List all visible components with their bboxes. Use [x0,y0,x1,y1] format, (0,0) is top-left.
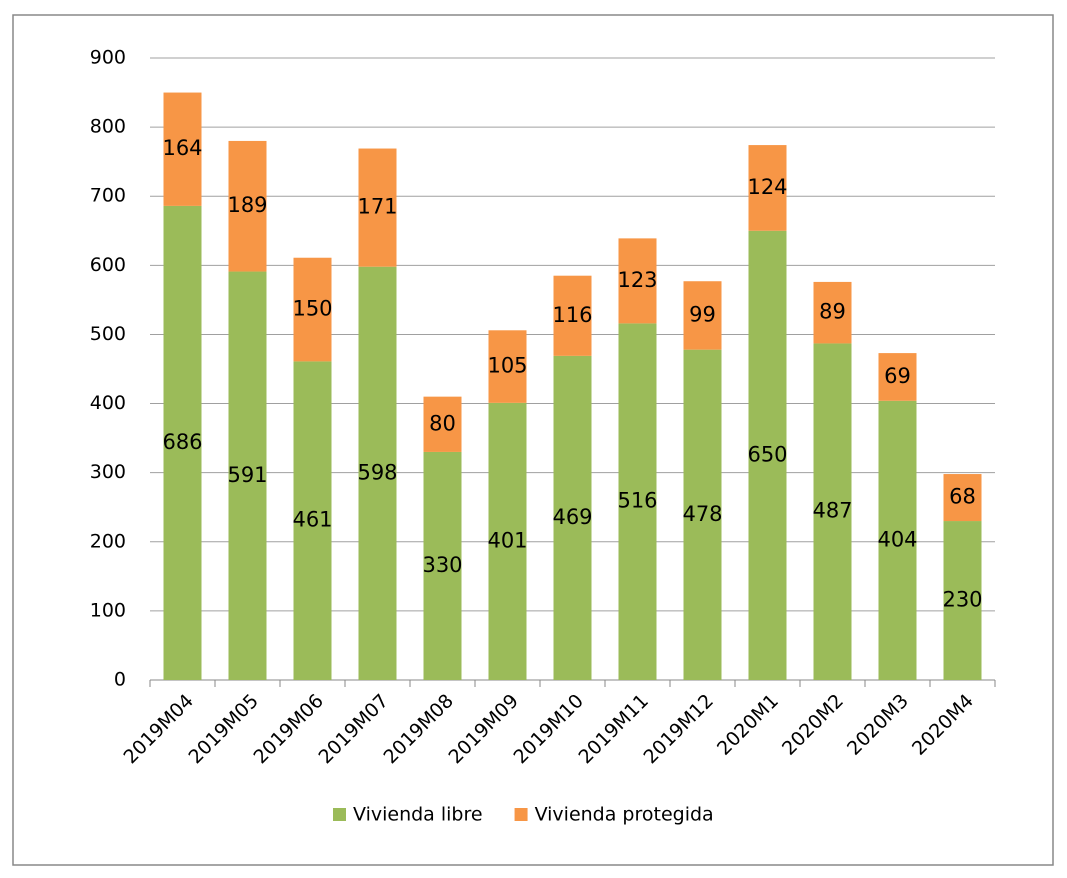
data-label: 68 [949,485,976,509]
data-label: 686 [162,430,202,454]
data-label: 516 [617,489,657,513]
data-label: 461 [292,508,332,532]
bar-segment [683,349,722,680]
y-tick-label: 200 [90,530,126,552]
y-tick-label: 300 [90,461,126,483]
bar-segment [878,353,917,401]
bar-segment [878,400,917,680]
bar-segment [748,145,787,231]
bar-segment [488,402,527,680]
bar-segment [228,140,267,272]
bar-segment [423,451,462,680]
y-tick-label: 100 [90,599,126,621]
legend-swatch [333,808,346,821]
y-tick-label: 400 [90,392,126,414]
data-label: 99 [689,302,716,326]
y-tick-label: 600 [90,254,126,276]
data-label: 105 [487,354,527,378]
bar-segment [358,148,397,267]
bar-segment [163,92,202,206]
data-label: 80 [429,411,456,435]
data-label: 189 [227,193,267,217]
bar-segment [553,355,592,680]
bar-segment [293,257,332,362]
y-tick-label: 500 [90,323,126,345]
data-label: 124 [747,175,787,199]
data-label: 598 [357,460,397,484]
data-label: 123 [617,268,657,292]
data-label: 150 [292,297,332,321]
bar-segment [943,474,982,522]
y-tick-label: 700 [90,185,126,207]
y-tick-label: 800 [90,116,126,138]
bar-segment [553,275,592,356]
data-label: 171 [357,195,397,219]
bar-segment [618,323,657,680]
bar-segment [943,521,982,680]
bar-segment [618,238,657,324]
bar-segment [748,230,787,680]
y-tick-label: 900 [90,47,126,69]
data-label: 164 [162,136,202,160]
data-label: 330 [422,553,462,577]
data-label: 591 [227,463,267,487]
data-label: 89 [819,300,846,324]
data-label: 116 [552,303,592,327]
legend-label: Vivienda protegida [535,804,714,826]
bar-segment [423,396,462,452]
legend-swatch [514,808,528,821]
bar-segment [163,205,202,681]
bar-segment [293,361,332,680]
data-label: 650 [747,442,787,466]
bar-segment [488,330,527,403]
y-tick-label: 0 [114,669,126,691]
data-label: 404 [877,527,917,551]
data-label: 230 [942,588,982,612]
bar-segment [228,271,267,680]
legend-label: Vivienda libre [353,804,483,826]
bar-segment [683,281,722,350]
data-label: 478 [682,502,722,526]
data-label: 469 [552,505,592,529]
bar-segment [813,343,852,680]
data-label: 487 [812,499,852,523]
data-label: 69 [884,364,911,388]
data-label: 401 [487,528,527,552]
bar-segment [358,266,397,680]
bar-segment [813,281,852,344]
